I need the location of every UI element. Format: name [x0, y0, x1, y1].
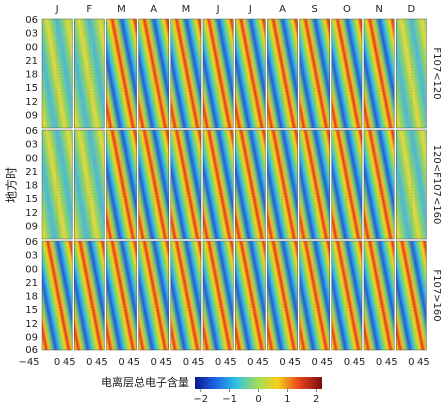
- x-tick-label: 0: [376, 357, 382, 368]
- y-tick-label: 18: [25, 70, 38, 81]
- month-label: D: [407, 4, 415, 15]
- colorbar-tick-label: 2: [313, 394, 319, 405]
- y-tick-label: 06: [25, 15, 38, 26]
- month-label: S: [312, 4, 318, 15]
- colorbar-tick-label: 1: [284, 394, 290, 405]
- y-tick-label: 15: [25, 305, 38, 316]
- x-tick-label: 0: [312, 357, 318, 368]
- y-tick-label: 06: [25, 345, 38, 356]
- x-tick-label: 45: [256, 357, 269, 368]
- x-tick-label: 45: [95, 357, 108, 368]
- month-label: N: [375, 4, 382, 15]
- x-tick-label: 45: [224, 357, 237, 368]
- y-tick-label: 00: [25, 42, 38, 53]
- y-tick-label: 21: [25, 167, 38, 178]
- y-axis-label: 地方时: [4, 167, 19, 203]
- x-tick-label: 45: [127, 357, 140, 368]
- x-tick-label: 0: [118, 357, 124, 368]
- month-label: M: [182, 4, 191, 15]
- y-tick-label: 12: [25, 208, 38, 219]
- x-tick-label: 0: [151, 357, 157, 368]
- y-tick-label: 06: [25, 237, 38, 248]
- y-tick-label: 06: [25, 126, 38, 137]
- row-label: F107<120: [431, 47, 442, 99]
- x-tick-label: 0: [183, 357, 189, 368]
- y-tick-label: 21: [25, 278, 38, 289]
- x-tick-label: 0: [215, 357, 221, 368]
- x-tick-label: 45: [288, 357, 301, 368]
- colorbar-tick-label: −2: [193, 394, 208, 405]
- y-tick-label: 03: [25, 29, 38, 40]
- x-tick-label: 45: [353, 357, 366, 368]
- x-tick-label: 45: [192, 357, 205, 368]
- colorbar: [195, 377, 322, 389]
- month-label: J: [55, 4, 59, 15]
- month-label: A: [150, 4, 157, 15]
- month-label: A: [279, 4, 286, 15]
- y-tick-label: 12: [25, 319, 38, 330]
- colorbar-tick-label: −1: [222, 394, 237, 405]
- x-tick-label: −45: [18, 357, 39, 368]
- x-tick-label: 45: [417, 357, 430, 368]
- x-tick-label: 0: [86, 357, 92, 368]
- x-tick-label: 0: [344, 357, 350, 368]
- x-tick-label: 45: [159, 357, 172, 368]
- y-tick-label: 15: [25, 194, 38, 205]
- y-tick-label: 18: [25, 292, 38, 303]
- y-tick-label: 12: [25, 97, 38, 108]
- colorbar-label: 电离层总电子含量: [101, 375, 189, 389]
- y-tick-label: 03: [25, 140, 38, 151]
- month-label: J: [248, 4, 252, 15]
- x-tick-label: 0: [247, 357, 253, 368]
- x-tick-label: 0: [279, 357, 285, 368]
- y-tick-label: 15: [25, 83, 38, 94]
- x-tick-label: 45: [385, 357, 398, 368]
- x-tick-label: 0: [54, 357, 60, 368]
- y-tick-label: 09: [25, 221, 38, 232]
- month-label: M: [117, 4, 126, 15]
- y-tick-label: 00: [25, 264, 38, 275]
- month-label: O: [343, 4, 351, 15]
- y-tick-label: 00: [25, 153, 38, 164]
- x-tick-label: 45: [320, 357, 333, 368]
- month-label: F: [86, 4, 92, 15]
- y-tick-label: 09: [25, 332, 38, 343]
- x-tick-label: 45: [63, 357, 76, 368]
- y-tick-label: 09: [25, 110, 38, 121]
- row-label: 120<F107<160: [431, 145, 442, 225]
- row-label: F107>160: [431, 269, 442, 321]
- x-tick-label: 0: [408, 357, 414, 368]
- colorbar-tick-label: 0: [255, 394, 261, 405]
- y-tick-label: 03: [25, 251, 38, 262]
- y-tick-label: 18: [25, 181, 38, 192]
- y-tick-label: 21: [25, 56, 38, 67]
- month-label: J: [216, 4, 220, 15]
